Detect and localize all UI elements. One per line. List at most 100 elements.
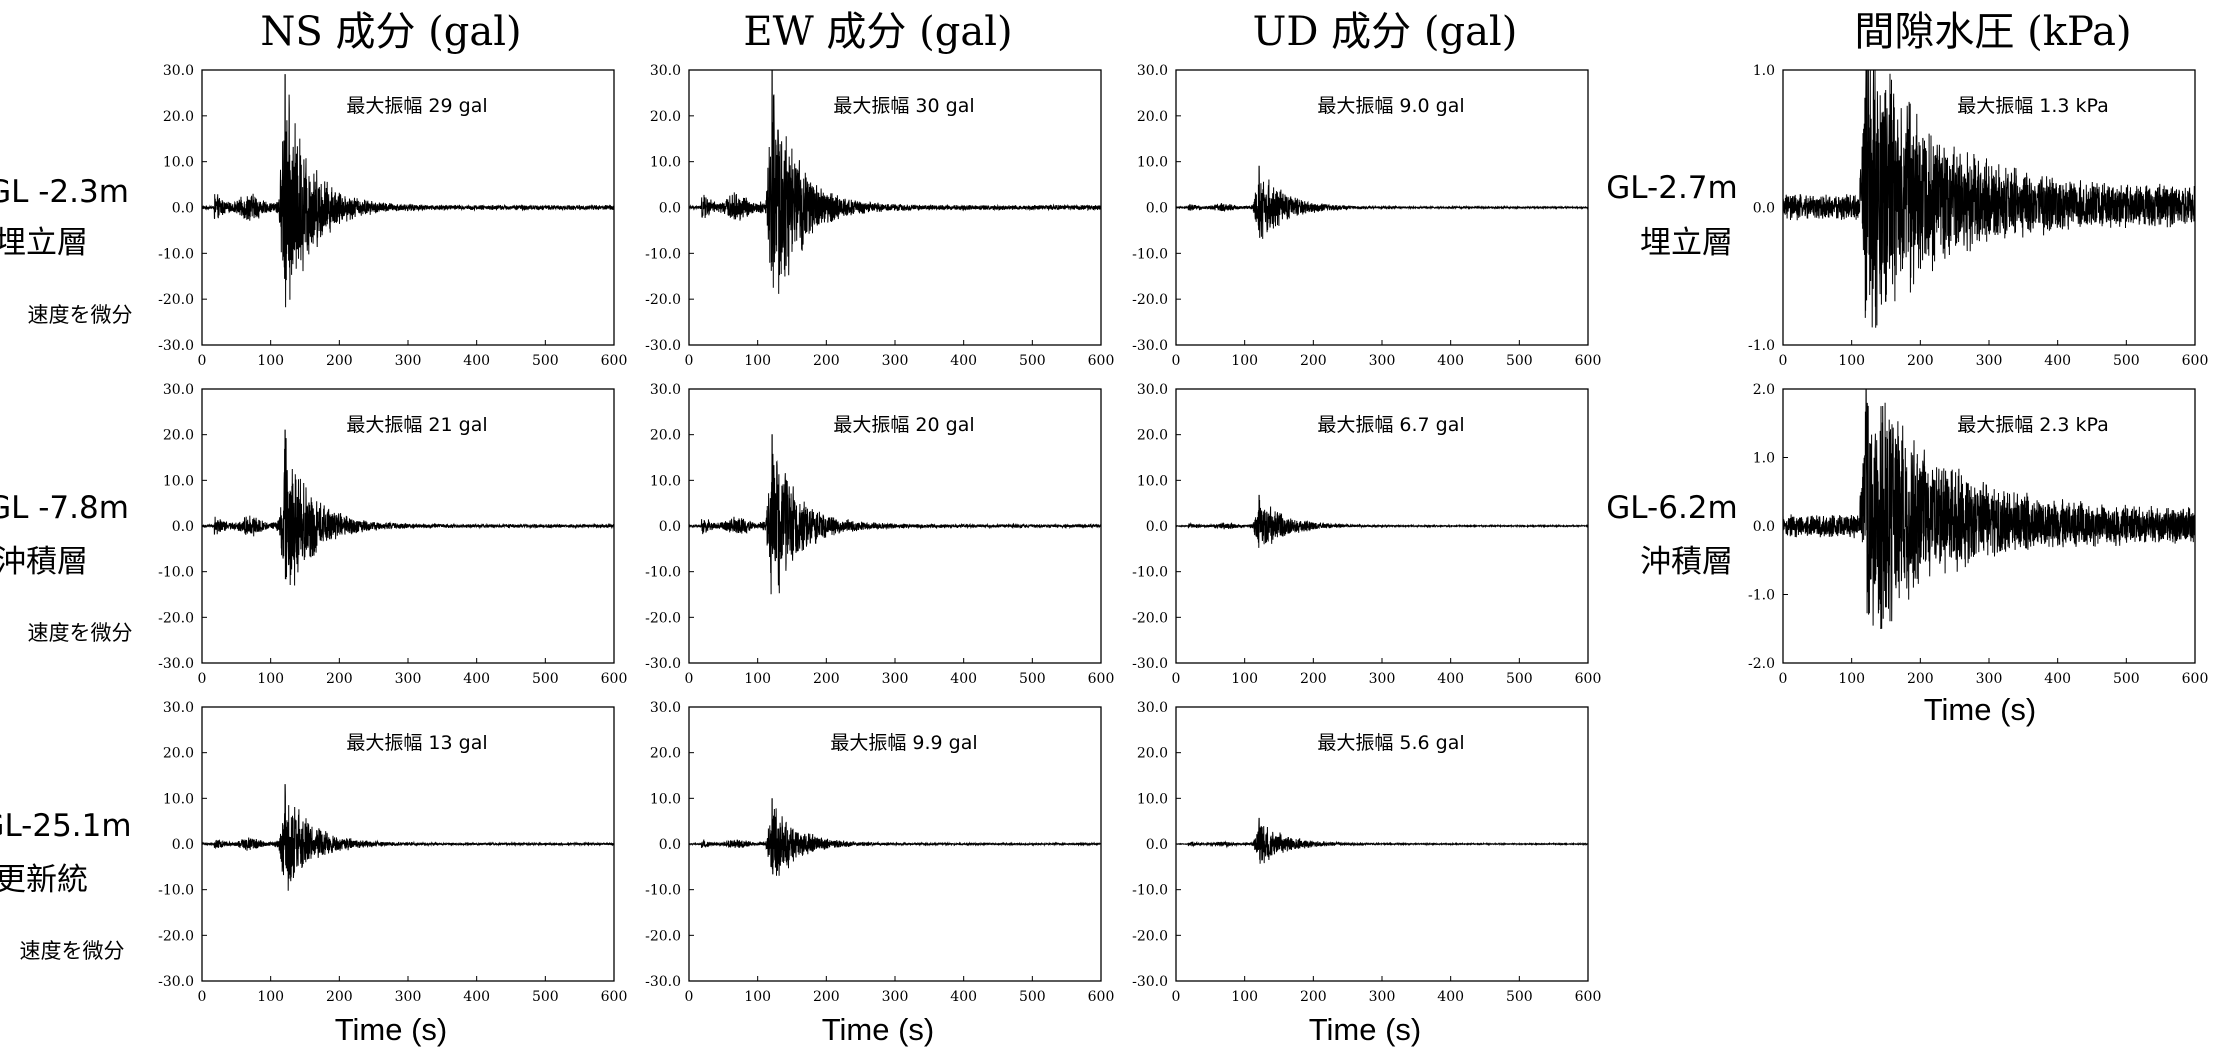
chart-panel: 30.0 20.0 10.0 0.0 -10.0 -20.0 -30.00 100 200 300… [158, 700, 627, 1005]
waveform-trace [201, 429, 615, 586]
y-tick-label: 10.0 [1137, 473, 1168, 489]
row-layer-label: 沖積層 [0, 544, 88, 580]
x-tick-label: 500 [1506, 989, 1533, 1005]
x-tick-label: 100 [1838, 353, 1865, 369]
x-tick-label: 400 [2044, 353, 2071, 369]
y-tick-label: 0.0 [1146, 837, 1168, 853]
x-tick-label: 200 [1907, 353, 1934, 369]
x-tick-label: 100 [1838, 671, 1865, 687]
y-tick-label: -20.0 [1132, 292, 1168, 308]
max-amplitude-annotation: 最大振幅 9.9 gal [830, 732, 977, 754]
y-tick-label: -10.0 [1132, 883, 1168, 899]
y-tick-label: 0.0 [1753, 201, 1775, 217]
x-tick-label: 600 [601, 989, 628, 1005]
y-tick-label: 1.0 [1753, 451, 1775, 467]
y-tick-label: -10.0 [158, 883, 194, 899]
y-tick-label: -30.0 [645, 338, 681, 354]
x-axis-title: Time (s) [1309, 1012, 1422, 1047]
y-tick-label: 30.0 [1137, 700, 1168, 716]
x-tick-label: 300 [882, 671, 909, 687]
max-amplitude-annotation: 最大振幅 1.3 kPa [1957, 95, 2109, 117]
y-tick-label: -1.0 [1748, 588, 1775, 604]
row-depth-label: GL -2.3m [0, 174, 129, 210]
x-tick-label: 400 [950, 671, 977, 687]
max-amplitude-annotation: 最大振幅 20 gal [833, 414, 974, 436]
max-amplitude-annotation: 最大振幅 9.0 gal [1317, 95, 1464, 117]
x-tick-label: 200 [1907, 671, 1934, 687]
x-tick-label: 600 [1088, 353, 1115, 369]
x-tick-label: 600 [1088, 671, 1115, 687]
y-tick-label: -10.0 [158, 246, 194, 262]
x-tick-label: 100 [257, 353, 284, 369]
max-amplitude-annotation: 最大振幅 13 gal [346, 732, 487, 754]
y-tick-label: -20.0 [645, 928, 681, 944]
y-tick-label: 0.0 [659, 837, 681, 853]
x-tick-label: 300 [395, 989, 422, 1005]
max-amplitude-annotation: 最大振幅 29 gal [346, 95, 487, 117]
x-tick-label: 500 [2113, 671, 2140, 687]
max-amplitude-annotation: 最大振幅 5.6 gal [1317, 732, 1464, 754]
row-note-label: 速度を微分 [20, 939, 125, 963]
y-tick-label: -30.0 [1132, 338, 1168, 354]
y-tick-label: -30.0 [1132, 974, 1168, 990]
x-tick-label: 0 [1172, 671, 1181, 687]
row-layer-label: 埋立層 [1640, 225, 1733, 261]
x-tick-label: 100 [744, 989, 771, 1005]
y-tick-label: -20.0 [645, 292, 681, 308]
y-tick-label: 20.0 [163, 109, 194, 125]
chart-panel: 30.0 20.0 10.0 0.0 -10.0 -20.0 -30.00 100 200 300… [645, 382, 1114, 687]
x-tick-label: 300 [1369, 353, 1396, 369]
chart-panel: 30.0 20.0 10.0 0.0 -10.0 -20.0 -30.00 100 200 300… [158, 63, 627, 369]
y-tick-label: -20.0 [158, 928, 194, 944]
x-tick-label: 200 [326, 353, 353, 369]
x-tick-label: 600 [1575, 671, 1602, 687]
chart-panel: 30.0 20.0 10.0 0.0 -10.0 -20.0 -30.00 100 200 300… [158, 382, 627, 687]
x-tick-label: 0 [685, 353, 694, 369]
x-tick-label: 500 [532, 989, 559, 1005]
x-tick-label: 400 [950, 989, 977, 1005]
x-tick-label: 500 [1506, 353, 1533, 369]
x-tick-label: 200 [813, 989, 840, 1005]
waveform-trace [1782, 388, 2196, 630]
x-tick-label: 200 [813, 353, 840, 369]
waveform-trace [1782, 69, 2196, 328]
y-tick-label: 30.0 [650, 63, 681, 79]
y-tick-label: 20.0 [650, 109, 681, 125]
x-tick-label: 500 [1019, 989, 1046, 1005]
row-note-label: 速度を微分 [28, 303, 133, 327]
x-tick-label: 300 [882, 353, 909, 369]
y-tick-label: 30.0 [1137, 63, 1168, 79]
row-label-2: GL -7.8m 沖積層 速度を微分 [0, 490, 133, 645]
x-tick-label: 500 [2113, 353, 2140, 369]
x-tick-label: 0 [1779, 671, 1788, 687]
y-tick-label: 20.0 [1137, 746, 1168, 762]
chart-panel: 30.0 20.0 10.0 0.0 -10.0 -20.0 -30.00 100 200 300… [1132, 700, 1601, 1005]
x-tick-label: 400 [463, 671, 490, 687]
y-tick-label: 0.0 [1753, 519, 1775, 535]
y-tick-label: -30.0 [158, 338, 194, 354]
y-tick-label: -30.0 [158, 656, 194, 672]
y-tick-label: -20.0 [158, 292, 194, 308]
y-tick-label: 10.0 [163, 473, 194, 489]
y-tick-label: -30.0 [1132, 656, 1168, 672]
y-tick-label: -10.0 [1132, 565, 1168, 581]
x-tick-label: 300 [1976, 671, 2003, 687]
x-tick-label: 400 [2044, 671, 2071, 687]
y-tick-label: 20.0 [650, 428, 681, 444]
x-tick-label: 0 [1172, 989, 1181, 1005]
x-tick-label: 200 [326, 989, 353, 1005]
x-tick-label: 500 [1019, 353, 1046, 369]
row-note-label: 速度を微分 [28, 621, 133, 645]
y-tick-label: 0.0 [1146, 519, 1168, 535]
y-tick-label: 10.0 [1137, 791, 1168, 807]
y-tick-label: 10.0 [650, 791, 681, 807]
y-tick-label: 30.0 [1137, 382, 1168, 398]
y-tick-label: 0.0 [172, 201, 194, 217]
y-tick-label: 0.0 [172, 837, 194, 853]
y-tick-label: 20.0 [1137, 109, 1168, 125]
x-tick-label: 300 [1369, 671, 1396, 687]
y-tick-label: -30.0 [645, 974, 681, 990]
row-layer-label: 埋立層 [0, 225, 88, 261]
y-tick-label: 20.0 [1137, 428, 1168, 444]
y-tick-label: -10.0 [645, 883, 681, 899]
